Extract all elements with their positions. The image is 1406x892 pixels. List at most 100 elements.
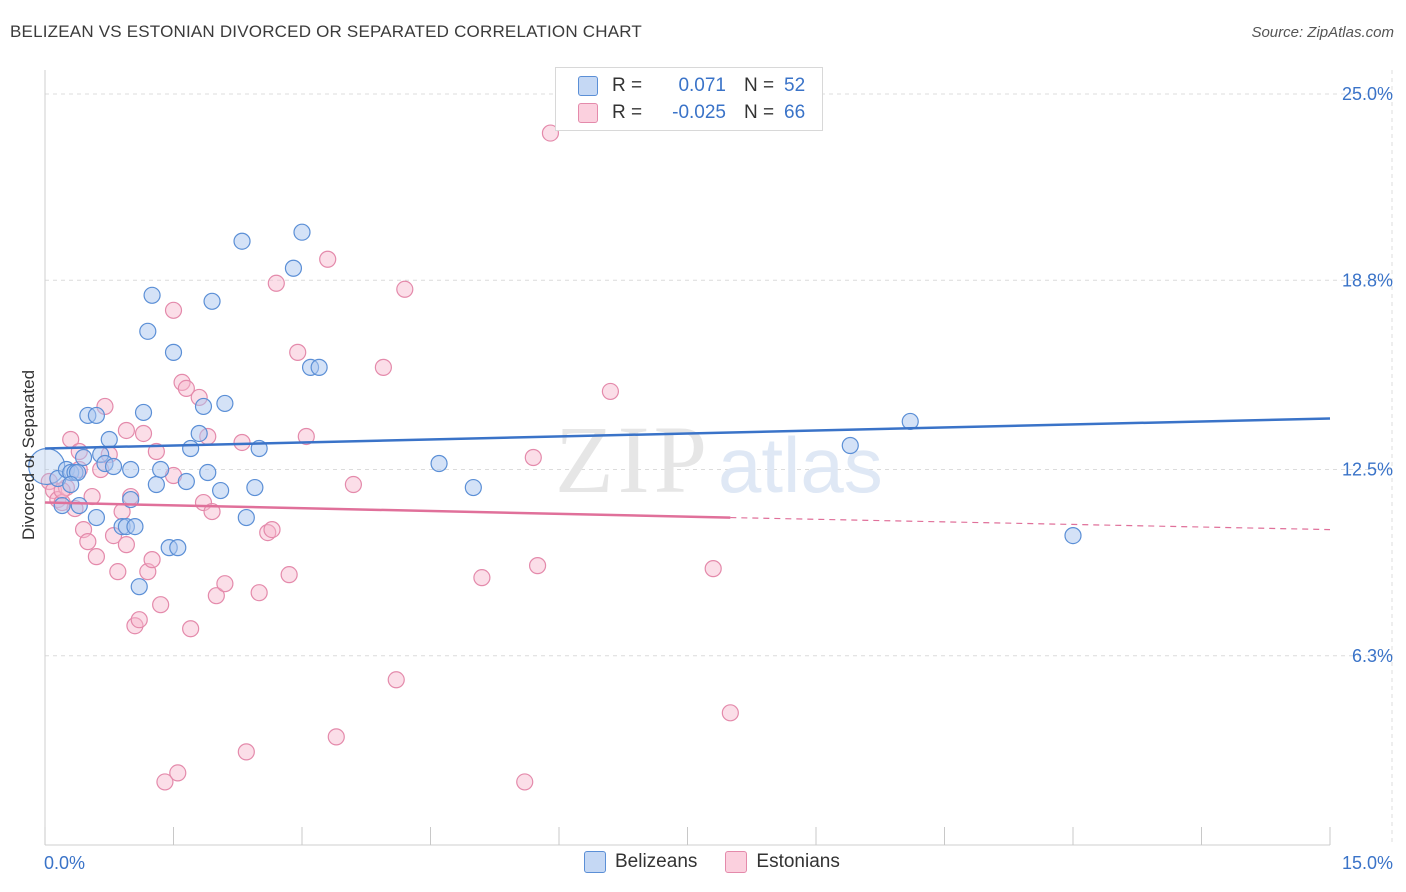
axes	[44, 70, 1331, 846]
estonian-point-25	[147, 442, 165, 461]
estonian-point-56	[524, 448, 542, 467]
estonian-point-53	[396, 280, 414, 298]
trend-lines	[44, 417, 1331, 531]
belizean-point-19	[134, 403, 153, 422]
belizean-point-28	[182, 439, 200, 458]
series-legend: Belizeans Estonians	[584, 851, 868, 873]
estonian-point-52	[387, 671, 405, 689]
estonian-point-54	[473, 569, 491, 587]
legend-row-belizeans: R = 0.071 N = 52	[578, 73, 805, 99]
belizean-point-30	[194, 397, 213, 416]
belizean-point-40	[293, 223, 311, 241]
belizean-point-25	[164, 343, 183, 361]
estonian-point-16	[109, 563, 127, 581]
belizean-point-42	[310, 358, 328, 376]
estonian-point-21	[130, 611, 148, 629]
x-tick-label-1: 15.0%	[1342, 853, 1393, 873]
estonian-point-38	[216, 575, 234, 593]
chart-title: BELIZEAN VS ESTONIAN DIVORCED OR SEPARAT…	[10, 22, 642, 41]
estonians-trend-line	[44, 501, 731, 519]
legend-swatch-blue	[578, 76, 598, 96]
estonian-point-46	[289, 343, 307, 361]
tick-labels: 6.3% 12.5% 18.8% 25.0% 0.0% 15.0%	[44, 84, 1393, 873]
y-tick-label-3: 25.0%	[1342, 84, 1393, 104]
estonian-point-31	[177, 379, 195, 398]
belizean-point-7	[74, 448, 93, 467]
belizean-point-32	[203, 292, 221, 310]
belizean-point-21	[143, 286, 161, 304]
estonian-point-59	[601, 382, 620, 401]
r-value: 0.071	[678, 75, 726, 96]
n-label: N =	[744, 75, 775, 96]
y-tick-label-0: 6.3%	[1352, 646, 1393, 666]
belizean-point-22	[147, 475, 165, 494]
n-value: 52	[784, 75, 806, 96]
y-tick-label-1: 12.5%	[1342, 460, 1393, 480]
belizean-point-31	[199, 463, 217, 482]
belizean-point-50	[1064, 527, 1082, 545]
belizeans-points	[28, 223, 1082, 596]
legend-label-belizeans: Belizeans	[615, 851, 698, 872]
belizean-point-47	[464, 478, 482, 497]
estonian-point-26	[152, 596, 170, 614]
watermark-atlas: atlas	[718, 421, 883, 509]
estonian-point-39	[233, 433, 251, 452]
estonian-point-51	[374, 358, 392, 376]
belizean-point-29	[190, 424, 208, 443]
estonian-point-49	[327, 728, 345, 746]
estonian-point-37	[207, 587, 225, 605]
legend-label-estonians: Estonians	[756, 851, 840, 872]
estonian-point-40	[237, 743, 255, 761]
r-value: -0.025	[672, 102, 726, 123]
estonian-point-48	[319, 250, 337, 268]
estonian-point-45	[280, 566, 298, 584]
legend-item-belizeans: Belizeans	[584, 851, 697, 873]
belizean-point-13	[104, 457, 123, 476]
belizean-point-43	[70, 496, 88, 515]
belizean-point-26	[169, 539, 187, 557]
r-label: R =	[612, 102, 643, 123]
estonian-point-60	[704, 560, 722, 578]
estonian-point-58	[541, 124, 560, 142]
stats-legend: R = 0.071 N = 52 R = -0.025 N = 66	[555, 67, 823, 131]
belizean-point-36	[237, 508, 255, 527]
belizean-point-37	[246, 478, 264, 497]
watermark: ZIP atlas	[555, 406, 883, 513]
belizean-point-45	[62, 475, 80, 494]
watermark-zip: ZIP	[555, 406, 711, 513]
belizean-point-44	[87, 508, 106, 527]
belizean-point-2	[53, 496, 71, 515]
belizean-point-20	[139, 322, 157, 340]
estonian-point-44	[267, 274, 285, 292]
estonian-point-43	[263, 520, 281, 539]
belizean-point-48	[841, 436, 859, 455]
belizean-point-17	[126, 517, 144, 536]
estonian-point-57	[528, 557, 547, 575]
belizean-point-51	[122, 460, 140, 479]
chart-source: Source: ZipAtlas.com	[1251, 24, 1394, 41]
estonian-point-55	[516, 773, 534, 791]
estonian-point-11	[87, 548, 106, 566]
belizean-point-35	[233, 232, 251, 250]
estonian-point-24	[143, 551, 161, 569]
x-tick-label-0: 0.0%	[44, 853, 85, 873]
legend-swatch-estonians	[725, 851, 748, 873]
legend-row-estonians: R = -0.025 N = 66	[578, 100, 805, 126]
estonian-point-32	[182, 620, 200, 638]
belizean-point-46	[430, 454, 448, 473]
estonian-point-41	[250, 584, 268, 602]
n-value: 66	[784, 102, 806, 123]
y-tick-label-2: 18.8%	[1342, 270, 1393, 290]
legend-swatch-belizeans	[584, 851, 606, 873]
estonian-point-36	[203, 502, 221, 521]
belizean-point-9	[87, 406, 106, 425]
n-label: N =	[744, 102, 775, 123]
belizean-point-27	[177, 472, 195, 491]
y-axis-label: Divorced or Separated	[19, 370, 38, 540]
estonian-point-61	[721, 704, 739, 722]
belizeans-trend-line	[44, 417, 1331, 450]
belizean-point-18	[130, 578, 148, 596]
legend-swatch-pink	[578, 103, 598, 123]
estonian-point-50	[344, 475, 362, 494]
